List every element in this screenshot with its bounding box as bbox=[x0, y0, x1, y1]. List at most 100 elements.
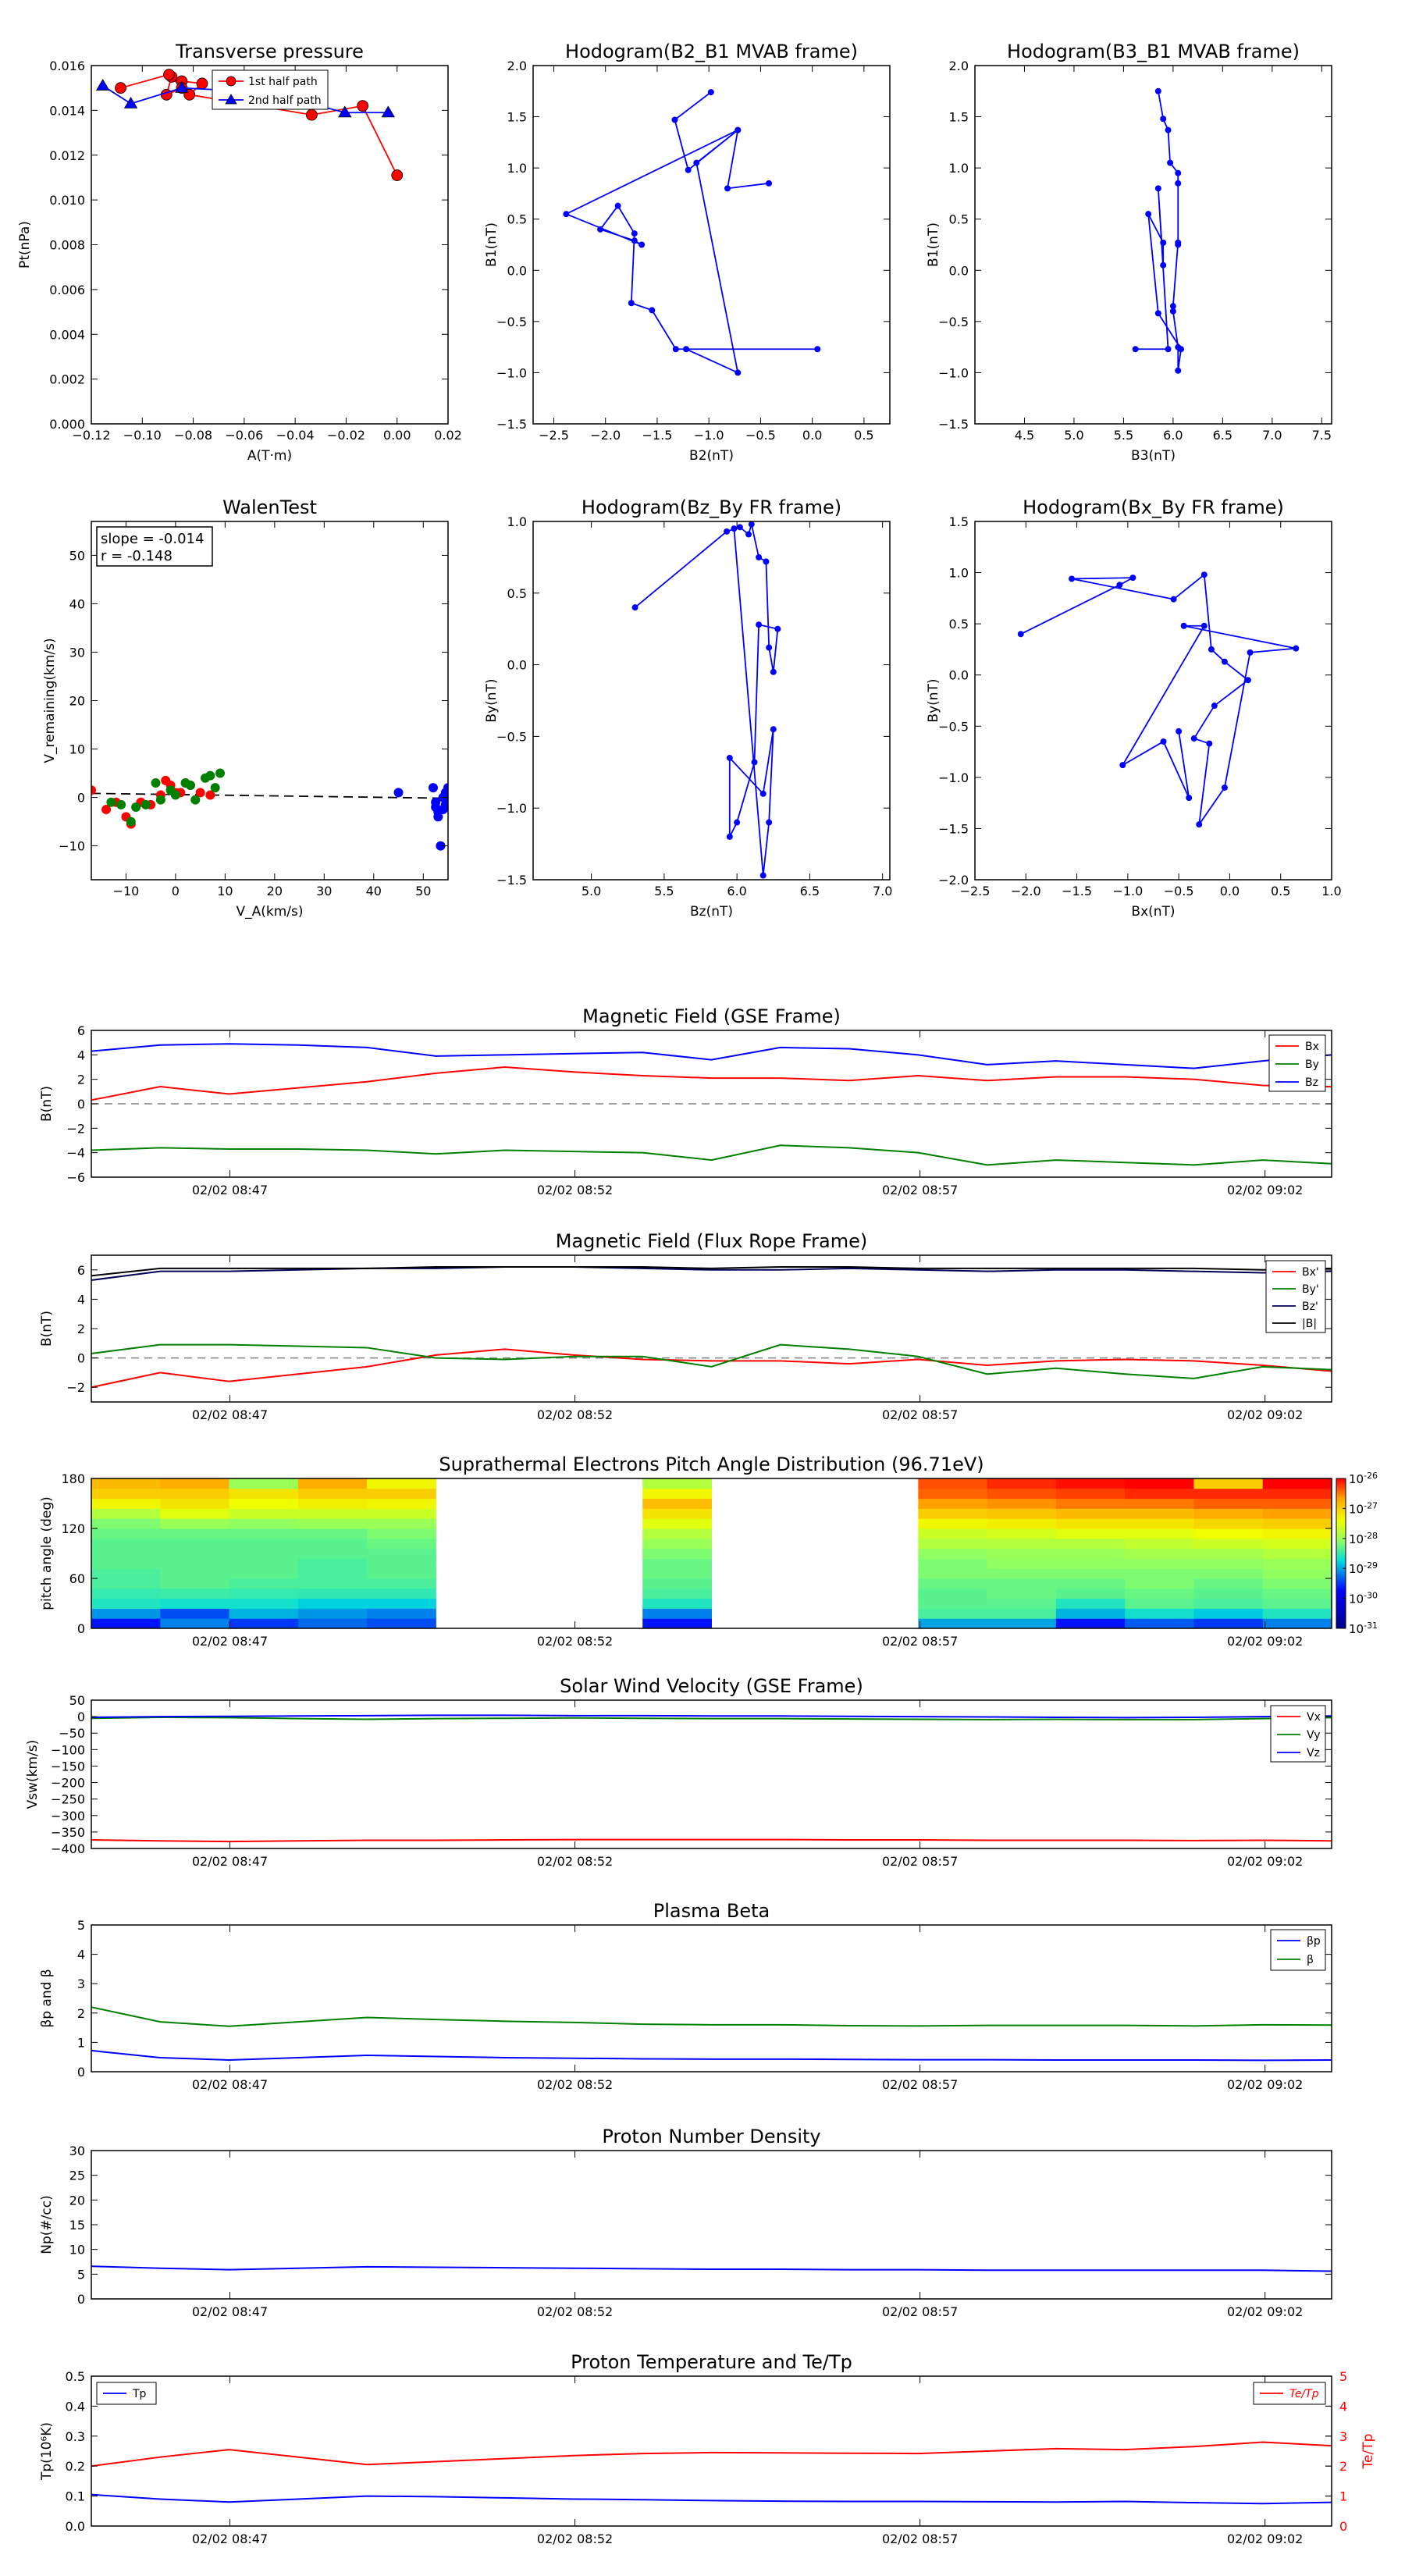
hodogram-bx-by-data-point bbox=[1160, 738, 1167, 745]
walen-test-ytick-label: −10 bbox=[59, 839, 85, 854]
transverse-pressure-legend: 1st half path 2nd half path bbox=[212, 69, 329, 110]
hodogram-b3-b1-data-point bbox=[1132, 346, 1139, 353]
legend-label: β bbox=[1307, 1954, 1314, 1966]
heatmap-cell bbox=[160, 1588, 230, 1599]
hodogram-bx-by-xtick-label: 1.0 bbox=[1321, 884, 1341, 898]
suprathermal-electrons-pad-panel: Suprathermal Electrons Pitch Angle Distr… bbox=[39, 1453, 1378, 1649]
legend-label: Vx bbox=[1307, 1711, 1321, 1724]
heatmap-cell bbox=[918, 1518, 988, 1529]
proton-number-density-plot-area bbox=[91, 2265, 1332, 2272]
hodogram-b2-b1-data-point bbox=[707, 89, 714, 96]
transverse-pressure-xtick-label: −0.04 bbox=[276, 428, 315, 443]
hodogram-b3-b1-xtick-label: 7.0 bbox=[1262, 428, 1282, 443]
hodogram-b3-b1-data-point bbox=[1169, 303, 1176, 310]
heatmap-cell bbox=[1262, 1598, 1332, 1609]
proton-number-density-ytick-label: 25 bbox=[69, 2169, 85, 2183]
magnetic-field-gse-ytick-label: 4 bbox=[77, 1048, 85, 1062]
magnetic-field-gse-series-Bx bbox=[91, 1066, 1332, 1101]
heatmap-cell bbox=[91, 1598, 161, 1609]
plasma-beta-ytick-label: 5 bbox=[77, 1918, 85, 1933]
heatmap-cell bbox=[229, 1498, 299, 1509]
heatmap-cell bbox=[1125, 1558, 1194, 1569]
hodogram-bx-by-data-point bbox=[1221, 658, 1228, 665]
solar-wind-velocity-ytick-label: −350 bbox=[51, 1825, 85, 1840]
solar-wind-velocity-ytick-label: −200 bbox=[51, 1776, 85, 1791]
heatmap-cell bbox=[1193, 1558, 1264, 1569]
legend-label: By bbox=[1305, 1059, 1319, 1071]
solar-wind-velocity-ytick-label: 0 bbox=[77, 1710, 85, 1724]
legend-label: Tp bbox=[132, 2388, 147, 2400]
heatmap-cell bbox=[367, 1558, 436, 1569]
hodogram-b2-b1-data-point bbox=[649, 307, 656, 314]
solar-wind-velocity-series-Vy bbox=[91, 1716, 1332, 1720]
annotation-r: r = -0.148 bbox=[101, 548, 173, 564]
heatmap-cell bbox=[160, 1568, 230, 1579]
hodogram-bx-by-data-point bbox=[1293, 645, 1300, 652]
heatmap-cell bbox=[367, 1528, 436, 1539]
hodogram-bz-by-data-point bbox=[631, 604, 638, 611]
walen-test-data-point bbox=[443, 783, 448, 793]
heatmap-cell bbox=[987, 1588, 1057, 1599]
hodogram-bx-by-ytick-label: −0.5 bbox=[938, 719, 969, 734]
heatmap-cell bbox=[297, 1568, 368, 1579]
heatmap-cell bbox=[367, 1478, 436, 1489]
transverse-pressure-plot-area bbox=[95, 69, 404, 181]
hodogram-b2-b1-ytick-label: 1.0 bbox=[507, 161, 527, 176]
transverse-pressure-xtick-label: −0.06 bbox=[225, 428, 263, 443]
walen-test-xtick-label: 50 bbox=[415, 884, 431, 898]
hodogram-b3-b1-axes-frame bbox=[974, 65, 1332, 425]
solar-wind-velocity-plot-area bbox=[91, 1714, 1332, 1843]
proton-temperature-legend-left: Tp bbox=[96, 2382, 157, 2405]
heatmap-cell bbox=[918, 1508, 988, 1519]
hodogram-bz-by-xtick-label: 5.5 bbox=[654, 884, 674, 898]
proton-temperature-y2tick-label: 2 bbox=[1339, 2459, 1347, 2474]
hodogram-b3-b1-data-point bbox=[1169, 308, 1176, 315]
hodogram-b3-b1-ytick-label: 1.0 bbox=[949, 161, 969, 176]
proton-temperature-y2tick-label: 0 bbox=[1339, 2519, 1347, 2534]
walen-test-axes-frame bbox=[91, 521, 449, 881]
walen-test-title: WalenTest bbox=[222, 496, 317, 518]
heatmap-cell bbox=[91, 1588, 161, 1599]
colorbar-tick-label: 10-29 bbox=[1349, 1560, 1378, 1576]
legend-box bbox=[1270, 1929, 1326, 1971]
hodogram-bz-by-data-point bbox=[745, 531, 752, 538]
plasma-beta-ytick-label: 3 bbox=[77, 1976, 85, 1991]
plasma-beta-legend: βp β bbox=[1270, 1929, 1326, 1971]
hodogram-b3-b1-data-point bbox=[1154, 310, 1161, 317]
heatmap-cell bbox=[1055, 1608, 1126, 1619]
hodogram-bz-by-data-point bbox=[731, 525, 738, 532]
heatmap-cell bbox=[1055, 1478, 1126, 1489]
hodogram-bx-by-data-point bbox=[1017, 631, 1024, 638]
proton-temperature-ylabel: Te/Tp bbox=[1361, 2434, 1376, 2470]
hodogram-bx-by-data-point bbox=[1200, 571, 1208, 578]
suprathermal-electrons-pad-axes-frame bbox=[91, 1478, 1332, 1629]
hodogram-b3-b1-xtick-label: 6.5 bbox=[1213, 428, 1232, 443]
hodogram-bx-by-title: Hodogram(Bx_By FR frame) bbox=[1023, 496, 1284, 518]
walen-test-data-point bbox=[440, 799, 448, 809]
colorbar-tick-exponent: -29 bbox=[1364, 1560, 1378, 1571]
heatmap-cell bbox=[160, 1488, 230, 1500]
hodogram-b2-b1-ytick-label: 2.0 bbox=[507, 59, 527, 73]
solar-wind-velocity-series-Vx bbox=[91, 1838, 1332, 1843]
hodogram-b2-b1-ytick-label: 0.5 bbox=[507, 212, 527, 227]
magnetic-field-flux-rope-xtick-label: 02/02 08:47 bbox=[192, 1407, 268, 1422]
heatmap-cell bbox=[367, 1538, 436, 1550]
magnetic-field-flux-rope-legend: Bx' By' Bz' |B| bbox=[1265, 1260, 1326, 1333]
heatmap-cell bbox=[642, 1588, 712, 1599]
hodogram-b3-b1-ytick-label: −0.5 bbox=[938, 315, 969, 329]
heatmap-cell bbox=[229, 1618, 299, 1629]
walen-test-data-point bbox=[210, 783, 220, 793]
heatmap-cell bbox=[229, 1508, 299, 1519]
proton-temperature-xtick-label: 02/02 08:47 bbox=[192, 2532, 268, 2546]
legend-label: βp bbox=[1307, 1935, 1321, 1948]
plasma-beta-xtick-label: 02/02 09:02 bbox=[1227, 2077, 1303, 2092]
hodogram-bz-by-ytick-label: 0.0 bbox=[507, 658, 527, 673]
walen-test-data-point bbox=[170, 790, 180, 800]
solar-wind-velocity-xtick-label: 02/02 08:47 bbox=[192, 1854, 268, 1869]
hodogram-bz-by-data-point bbox=[724, 528, 731, 535]
hodogram-bz-by-xtick-label: 6.5 bbox=[800, 884, 820, 898]
heatmap-cell bbox=[1055, 1498, 1126, 1509]
heatmap-cell bbox=[91, 1518, 161, 1529]
heatmap-cell bbox=[1262, 1508, 1332, 1519]
